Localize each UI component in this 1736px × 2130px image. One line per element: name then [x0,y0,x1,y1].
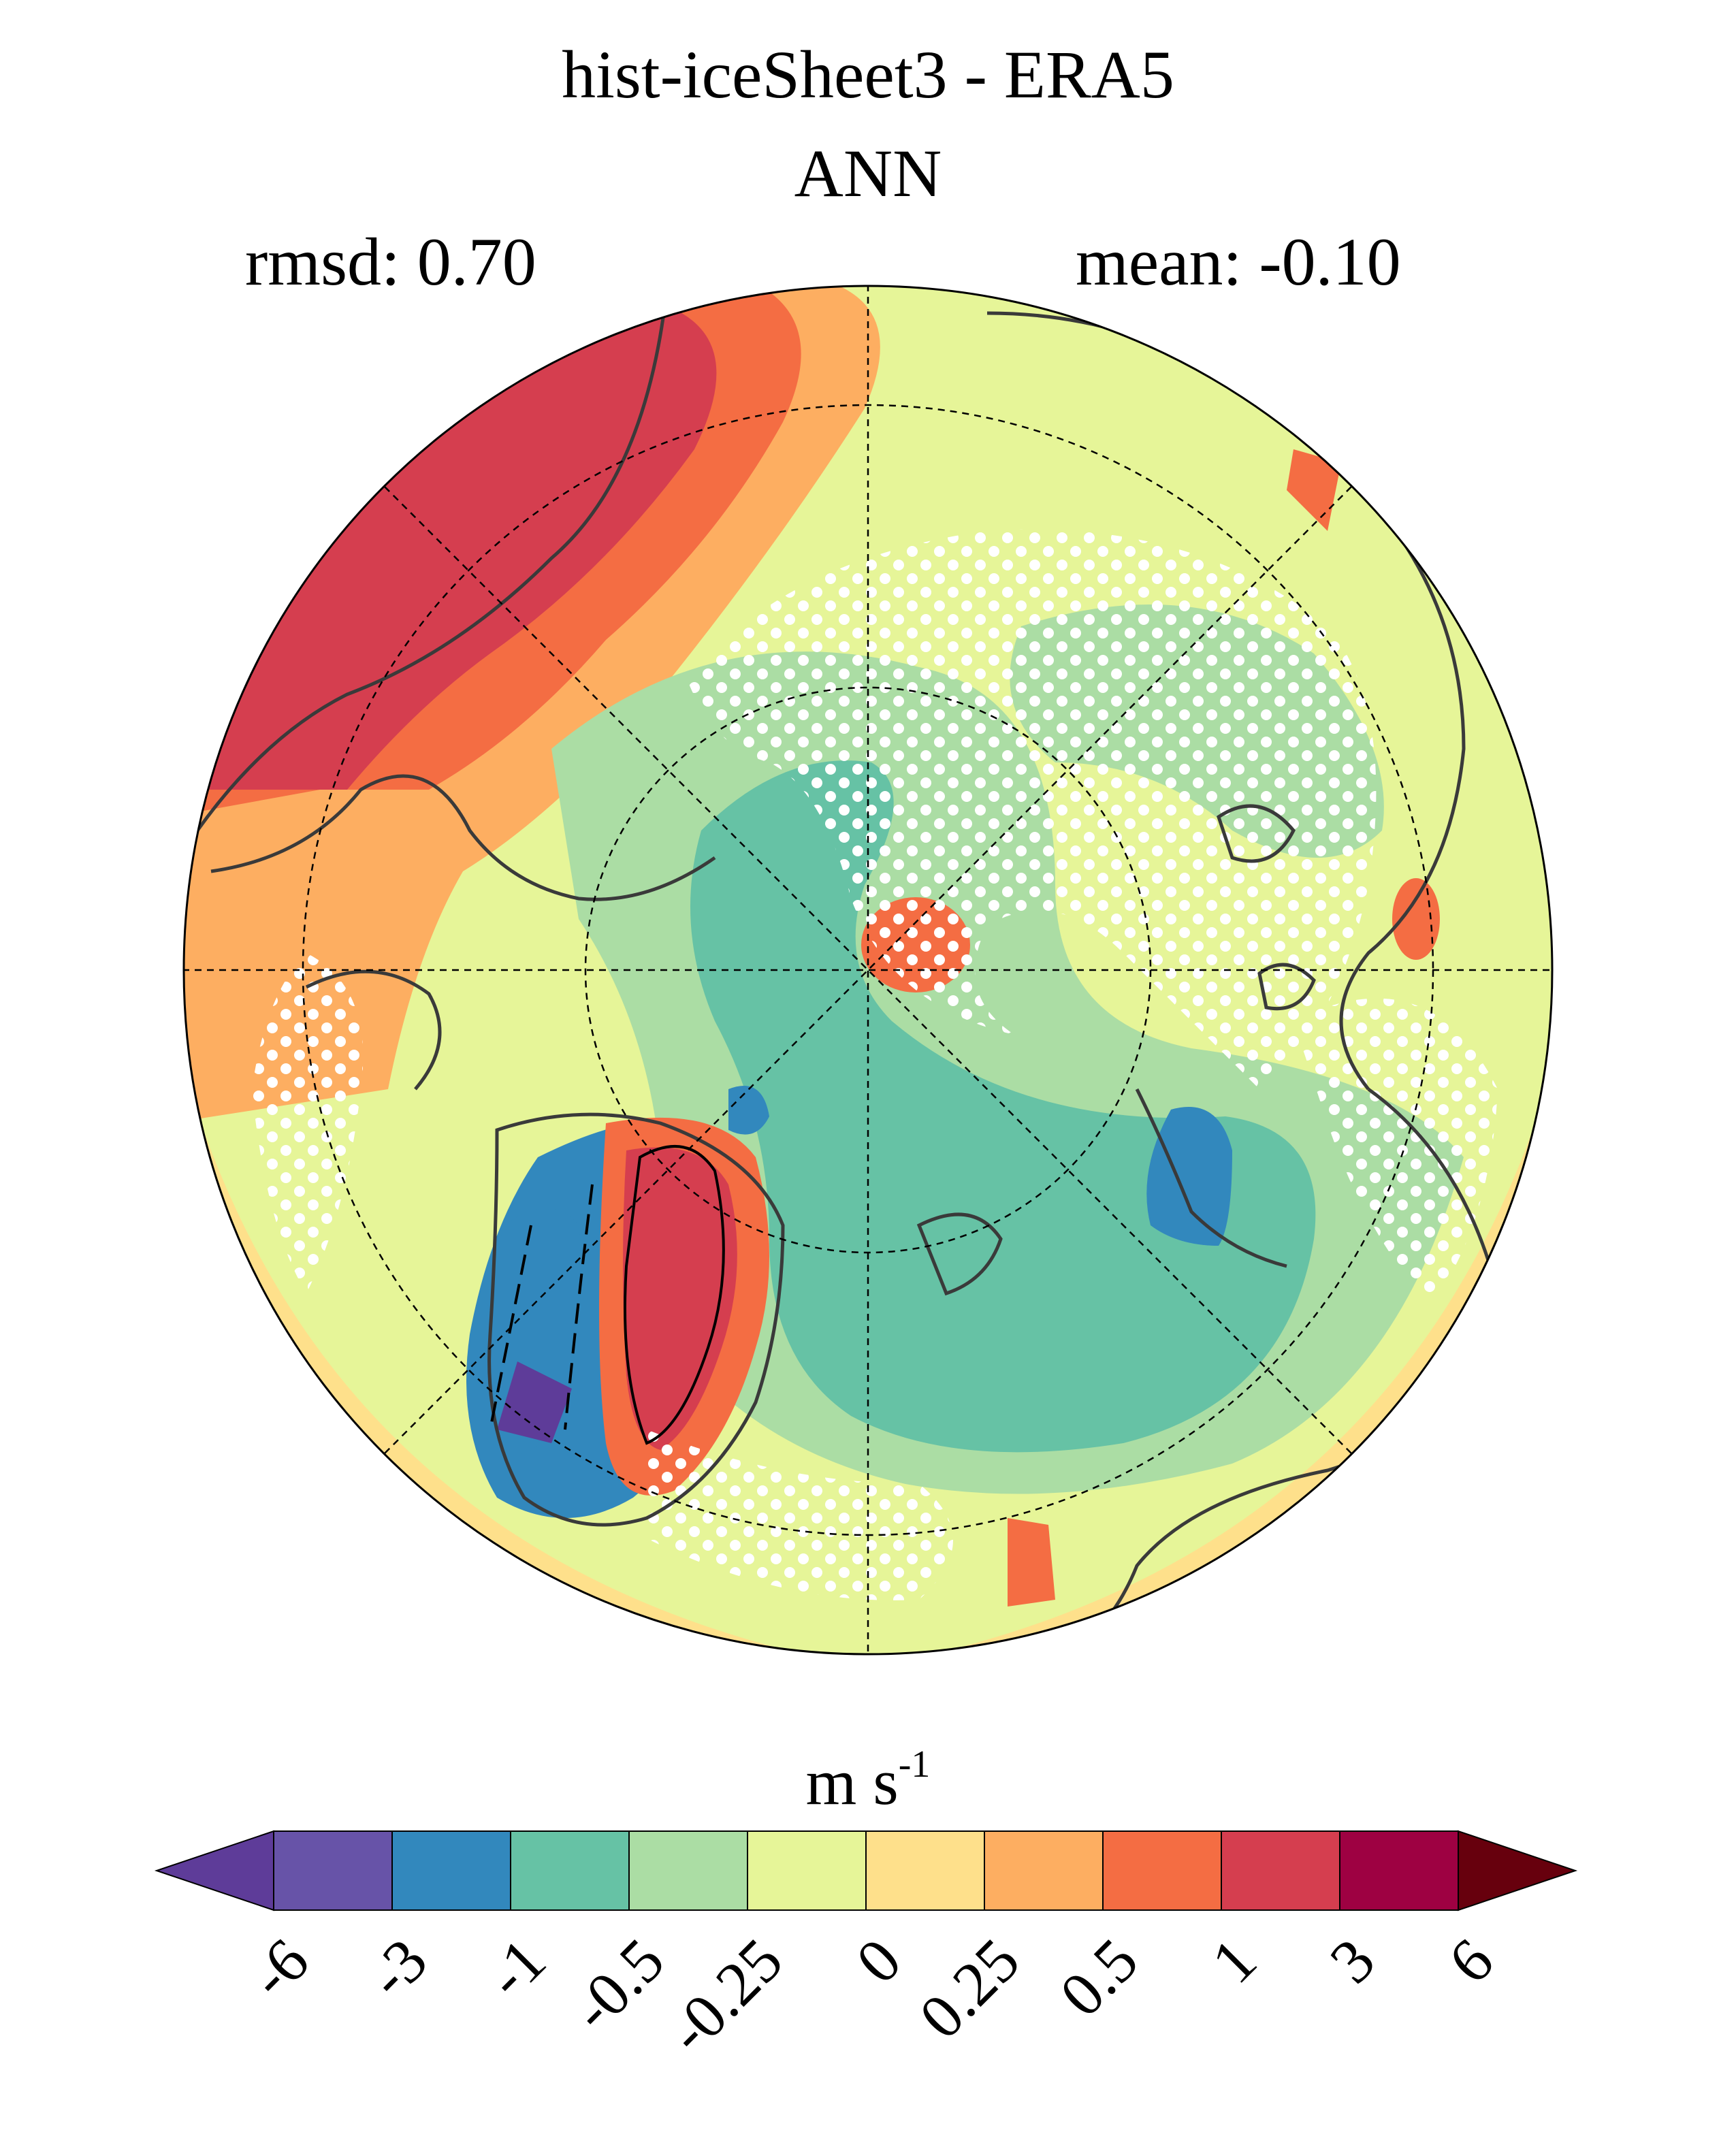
colorbar-segment [1102,1830,1222,1911]
colorbar-unit-exponent: -1 [898,1743,931,1786]
colorbar-tick-label: 0 [843,1925,914,1997]
colorbar: -6 -3 -1-0.5-0.25 00.25 0.5 1 3 6 [154,1830,1578,2067]
graticule [184,286,1552,1654]
colorbar-tick-label: -0.5 [558,1925,677,2044]
colorbar-tick-label: -1 [472,1925,558,2011]
colorbar-segment [1339,1830,1459,1911]
greenland-purple-spot [497,1361,572,1443]
colorbar-unit-main: m s [805,1745,899,1818]
figure-subtitle: ANN [794,135,942,211]
colorbar-tick-label: -0.25 [654,1925,796,2067]
colorbar-tick-label: 6 [1435,1925,1507,1997]
significance-stipple-1 [688,529,1377,1089]
colorbar-segment [865,1830,985,1911]
mean-label: mean: -0.10 [1076,224,1401,300]
greenland-red-fill [623,1147,737,1450]
colorbar-segment [628,1830,748,1911]
significance-stipple-2 [252,953,364,1293]
colorbar-segment [510,1830,630,1911]
figure-title: hist-iceSheet3 - ERA5 [562,37,1174,112]
siberia-red-spot [1392,878,1440,960]
colorbar-tick-label: 0.5 [1046,1925,1151,2029]
colorbar-segment [984,1830,1104,1911]
north-atlantic-blue-fill [728,1086,769,1135]
map-boundary [182,285,1554,1656]
colorbar-tick-label: -6 [236,1925,321,2011]
significance-stipple-4 [1293,998,1498,1307]
colorbar-tick-label: -3 [354,1925,440,2011]
colorbar-tick-label: 1 [1198,1925,1270,1997]
significance-stipple-3 [647,1430,953,1600]
siberia-orange-spot [1287,449,1341,531]
colorbar-segment [273,1830,393,1911]
colorbar-segment [391,1830,511,1911]
colorbar-tick-label: 0.25 [906,1925,1033,2052]
rmsd-label: rmsd: 0.70 [245,224,536,300]
colorbar-unit: m s-1 [0,1745,1736,1815]
polar-map [182,285,1554,1656]
europe-orange-spot [1008,1518,1055,1607]
colorbar-extend-max [1458,1830,1578,1911]
colorbar-segment [1221,1830,1340,1911]
colorbar-fill [154,1830,1578,1911]
colorbar-tick-labels: -6 -3 -1-0.5-0.25 00.25 0.5 1 3 6 [236,1925,1506,2067]
colorbar-tick-label: 3 [1317,1925,1388,1997]
arctic-teal-fill [690,760,1316,1453]
hudson-bay-blue-fill [1146,1107,1232,1246]
colorbar-segment [747,1830,867,1911]
colorbar-extend-min [154,1830,274,1911]
